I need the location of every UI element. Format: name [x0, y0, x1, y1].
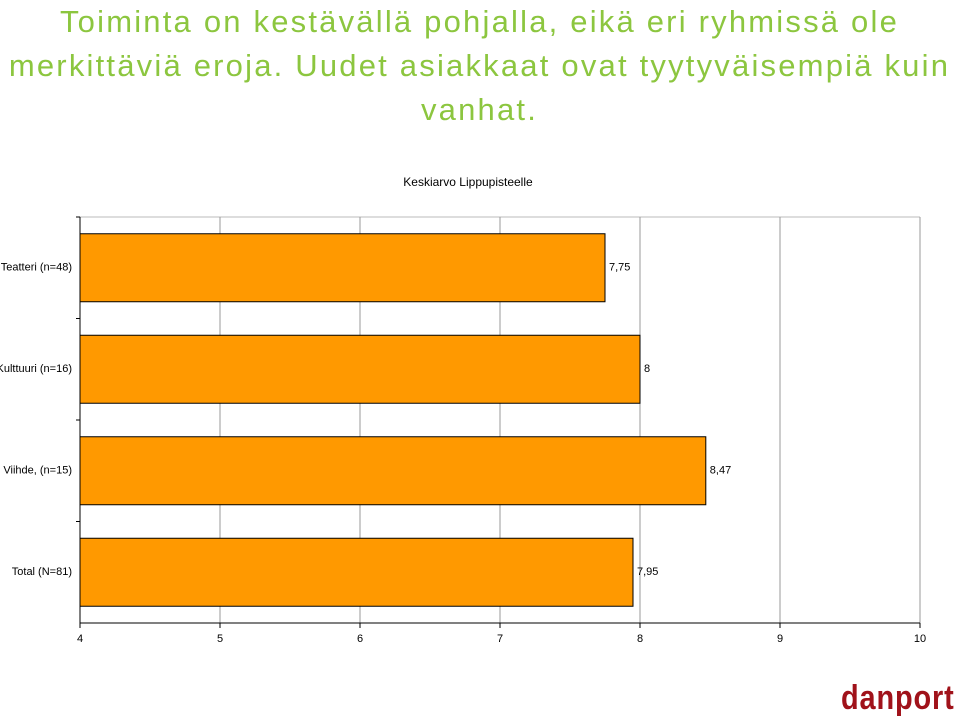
value-label: 8,47 — [710, 465, 731, 477]
bar — [79, 334, 641, 404]
x-tick-label: 4 — [77, 633, 83, 645]
bar — [79, 537, 634, 607]
bar — [79, 436, 707, 506]
x-tick-label: 10 — [914, 633, 926, 645]
x-tick-label: 8 — [637, 633, 643, 645]
x-tick-label: 6 — [357, 633, 363, 645]
y-tick-label: Viihde, (n=15) — [3, 465, 72, 477]
value-label: 7,75 — [609, 262, 630, 274]
x-tick-label: 5 — [217, 633, 223, 645]
logo: danport — [841, 679, 955, 717]
bar — [79, 233, 606, 303]
value-label: 7,95 — [637, 566, 658, 578]
headline: Toiminta on kestävällä pohjalla, eikä er… — [8, 4, 951, 127]
y-tick-label: Teatteri (n=48) — [1, 262, 72, 274]
y-tick-label: Kulttuuri (n=16) — [0, 363, 72, 375]
x-tick-label: 9 — [777, 633, 783, 645]
value-label: 8 — [644, 363, 650, 375]
chart-title: Keskiarvo Lippupisteelle — [403, 175, 533, 189]
x-tick-label: 7 — [497, 633, 503, 645]
y-tick-label: Total (N=81) — [12, 566, 72, 578]
